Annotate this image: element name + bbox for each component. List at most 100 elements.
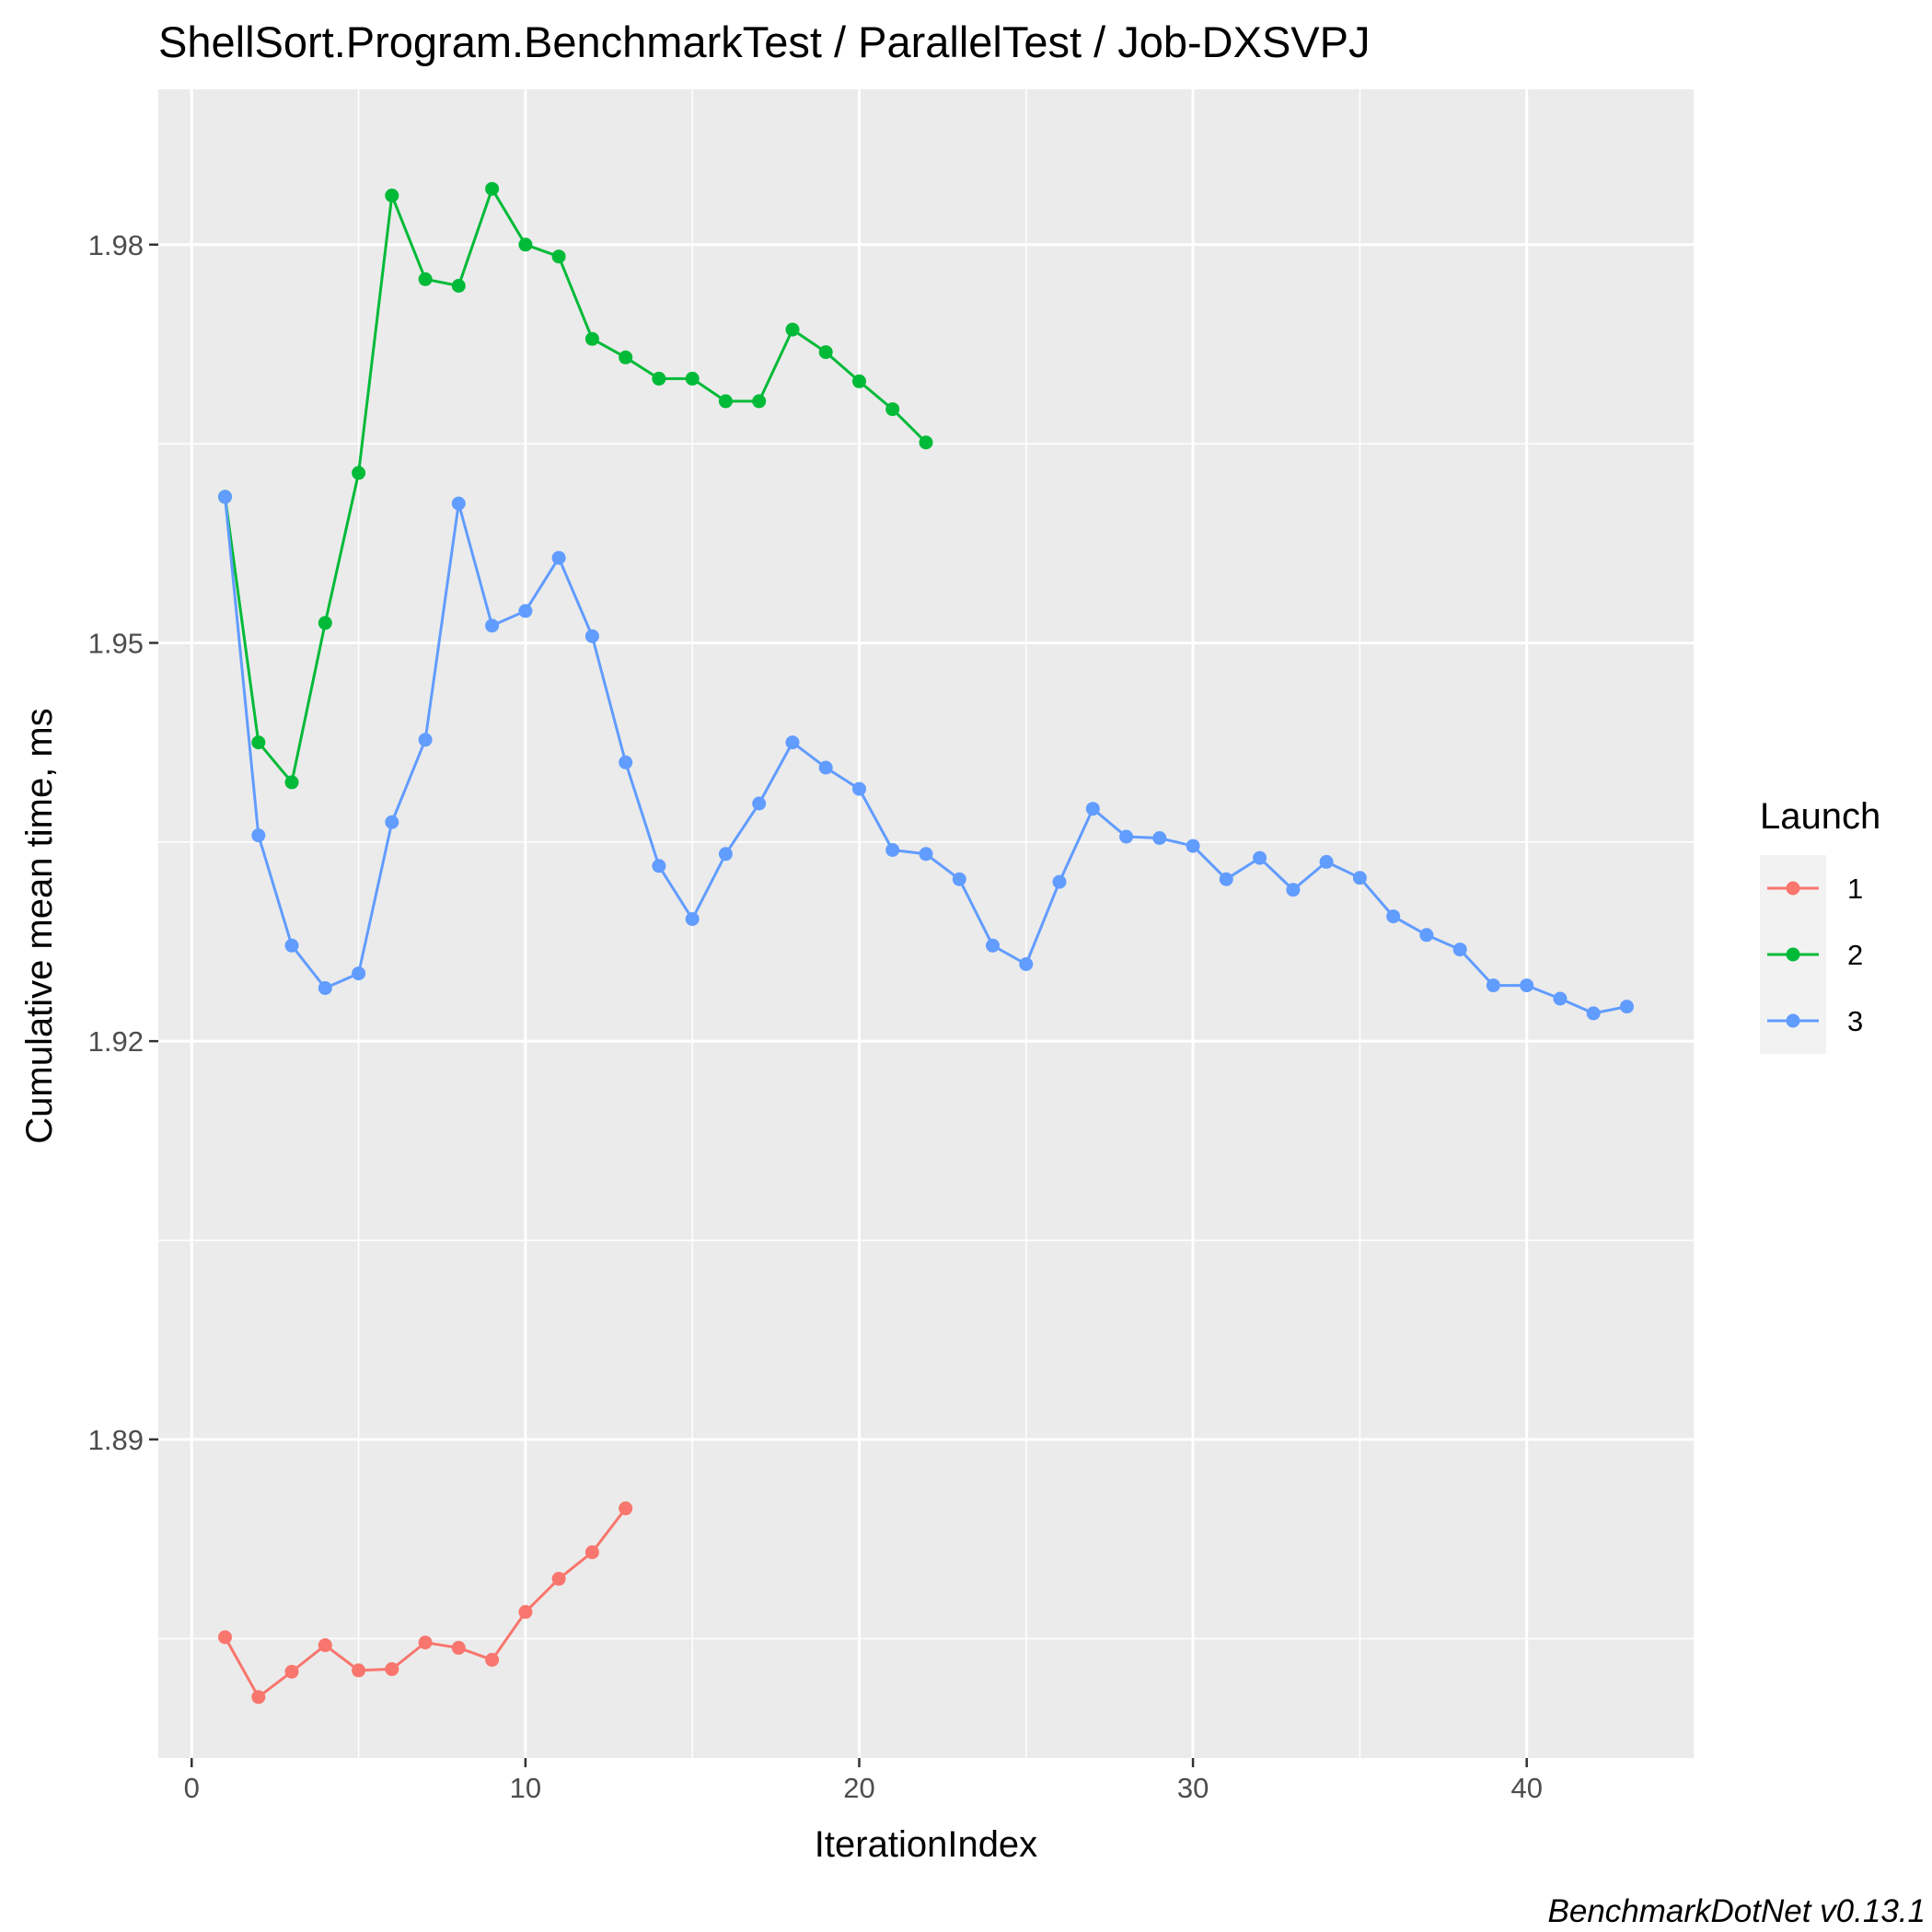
data-point [218,1630,232,1645]
data-point [251,1690,266,1705]
data-point [1319,854,1334,869]
data-point [852,781,866,796]
data-point [718,847,733,862]
axes: 1.89 1.92 1.95 1.98 0 10 20 30 40 [88,229,1543,1804]
series-1 [218,1501,633,1705]
data-point [1486,978,1500,993]
legend-title: Launch [1760,796,1880,837]
data-point [1219,872,1233,886]
data-point [451,1640,466,1655]
data-point [352,1663,366,1678]
data-point [752,796,767,811]
data-point [685,371,700,386]
data-point [385,188,399,202]
data-point [619,1501,633,1516]
data-point [518,237,533,252]
data-point [652,371,666,386]
data-point [551,1571,566,1586]
data-point [218,490,232,504]
legend-key-point [1786,947,1800,962]
data-point [952,872,966,886]
data-point [718,394,733,409]
data-point [284,775,299,790]
y-tick-label: 1.95 [88,627,144,659]
data-point [752,394,767,409]
data-point [818,345,833,360]
data-point [418,1636,433,1649]
data-point [1052,874,1067,889]
data-point [818,760,833,775]
legend-label: 2 [1847,939,1863,971]
x-axis-title: IterationIndex [815,1824,1037,1865]
series-line [224,187,928,784]
data-point [584,1544,599,1559]
data-point [885,843,900,857]
data-point [251,735,266,750]
data-point [584,629,599,643]
data-point [1452,943,1467,957]
x-tick-label: 40 [1510,1772,1542,1804]
data-point [518,1604,533,1619]
data-point [619,350,633,364]
data-point [1352,871,1367,885]
legend-key-point [1786,881,1800,896]
data-point [1586,1006,1601,1021]
plot-panel [158,89,1694,1758]
data-point [584,331,599,346]
data-point [551,550,566,565]
data-point [485,1652,500,1667]
data-point [385,815,399,829]
data-point [1152,831,1167,845]
data-point [1019,957,1034,971]
data-point [485,181,500,196]
data-point [352,966,366,981]
data-point [919,847,933,862]
data-point [318,981,332,995]
data-point [1253,850,1267,865]
data-point [852,374,866,388]
data-point [685,912,700,926]
legend-label: 1 [1847,873,1863,905]
data-point [919,435,933,450]
data-point [385,1661,399,1676]
data-point [986,938,1000,953]
data-point [352,466,366,480]
data-point [485,619,500,633]
data-point [318,616,332,631]
legend-item-1: 1 [1760,855,1863,921]
x-tick-label: 10 [510,1772,541,1804]
y-tick-label: 1.89 [88,1424,144,1456]
data-point [1419,928,1434,943]
data-point [1286,883,1301,897]
y-tick-label: 1.98 [88,229,144,261]
data-point [451,496,466,511]
caption: BenchmarkDotNet v0.13.1 [1548,1893,1926,1929]
data-point [451,279,466,293]
x-tick-label: 20 [843,1772,874,1804]
y-axis-title: Cumulative mean time, ms [19,708,60,1143]
data-point [518,604,533,619]
series-2 [218,181,933,790]
legend-item-2: 2 [1760,921,1863,988]
legend: Launch 1 2 3 [1760,796,1880,1054]
series-layer [218,181,1634,1705]
data-point [785,322,800,337]
data-point [1186,839,1200,853]
data-point [551,249,566,264]
chart-title: ShellSort.Program.BenchmarkTest / Parall… [158,17,1371,66]
x-tick-label: 0 [184,1772,200,1804]
x-tick-label: 30 [1177,1772,1209,1804]
data-point [652,859,666,873]
legend-item-3: 3 [1760,988,1863,1054]
data-point [785,735,800,750]
data-point [418,272,433,286]
data-point [1520,978,1534,993]
legend-label: 3 [1847,1005,1863,1037]
data-point [284,938,299,953]
data-point [1085,802,1100,816]
data-point [284,1664,299,1679]
y-tick-label: 1.92 [88,1025,144,1058]
data-point [1553,991,1568,1006]
data-point [251,828,266,843]
